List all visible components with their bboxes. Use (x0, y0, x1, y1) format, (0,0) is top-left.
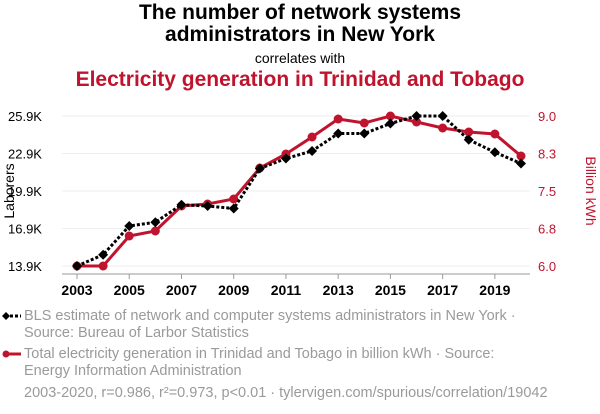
series1-point (280, 153, 291, 164)
title-line-1: The number of network systems (138, 1, 462, 24)
y-tick-label-left: 19.9K (8, 184, 42, 199)
series1-point (150, 217, 161, 228)
y-tick-label-right: 6.0 (538, 259, 556, 274)
series2-point (412, 117, 422, 127)
series2-point (229, 194, 239, 204)
y-tick-label-right: 9.0 (538, 109, 556, 124)
series2-point (333, 114, 343, 124)
series1-point (228, 203, 239, 214)
series1-point (516, 158, 526, 169)
series1-line (76, 114, 522, 268)
legend-label-series1: BLS estimate of network and computer sys… (24, 308, 516, 341)
series2-point (124, 231, 134, 241)
legend-item-series2: Total electricity generation in Trinidad… (2, 346, 544, 380)
y-tick-label-right: 6.8 (538, 222, 556, 237)
y-tick-label-left: 22.9K (8, 147, 42, 162)
x-tick-label: 2003 (61, 282, 92, 298)
x-tick-label: 2011 (271, 282, 302, 298)
series1-point (437, 111, 448, 121)
y-tick-label-left: 16.9K (8, 222, 42, 237)
circle-line-swatch-icon (2, 350, 21, 358)
diamond-dotted-swatch-icon (2, 312, 21, 320)
title-line-2: administrators in New York (165, 23, 435, 46)
series2-point (150, 226, 160, 236)
y-tick-label-right: 8.3 (538, 147, 556, 162)
series1-point (411, 111, 422, 121)
line-chart: 2003 2005 2007 2009 2011 2013 2015 2017 2019 13.9… (1, 109, 599, 298)
series1-point (333, 128, 344, 139)
series2-point (307, 132, 317, 142)
series1-point (72, 261, 82, 271)
legend-item-series1: BLS estimate of network and computer sys… (2, 308, 544, 342)
series1-point (307, 146, 318, 156)
series1-point (359, 128, 370, 139)
series2-point (98, 261, 108, 271)
x-tick-label: 2019 (479, 282, 510, 298)
x-tick-label: 2007 (166, 282, 197, 298)
series1-point (385, 118, 396, 129)
series2-point (438, 123, 448, 133)
series1-point (254, 163, 265, 174)
y-tick-label-right: 7.5 (538, 184, 556, 199)
series1-point (202, 201, 213, 211)
legend-label-series2: Total electricity generation in Trinidad… (24, 346, 495, 379)
y-axis-label-left: Laborers (1, 163, 17, 218)
x-tick-label: 2013 (323, 282, 354, 298)
series2-point (385, 111, 395, 121)
series2-point (359, 118, 369, 128)
series2-point (516, 151, 526, 161)
correlates-with-label: correlates with (254, 50, 346, 66)
x-tick-label: 2015 (375, 282, 406, 298)
x-tick-label: 2005 (114, 282, 145, 298)
series1-point (176, 199, 187, 210)
x-tick-label: 2017 (427, 282, 458, 298)
chart-subtitle: Electricity generation in Trinidad and T… (75, 68, 525, 91)
y-axis-label-right: Billion kWh (583, 156, 599, 225)
series2-point (464, 127, 474, 137)
series1-point (463, 134, 474, 145)
series1-point (489, 147, 500, 158)
series1-point (124, 221, 135, 231)
x-tick-label: 2009 (218, 282, 249, 298)
chart-title: The number of network systems administrat… (0, 2, 600, 46)
series1-point (98, 249, 109, 260)
series2-point (490, 129, 500, 139)
y-tick-label-left: 25.9K (8, 109, 42, 124)
y-tick-label-left: 13.9K (8, 259, 42, 274)
footer-stats: 2003-2020, r=0.986, r²=0.973, p<0.01 · t… (24, 385, 548, 401)
